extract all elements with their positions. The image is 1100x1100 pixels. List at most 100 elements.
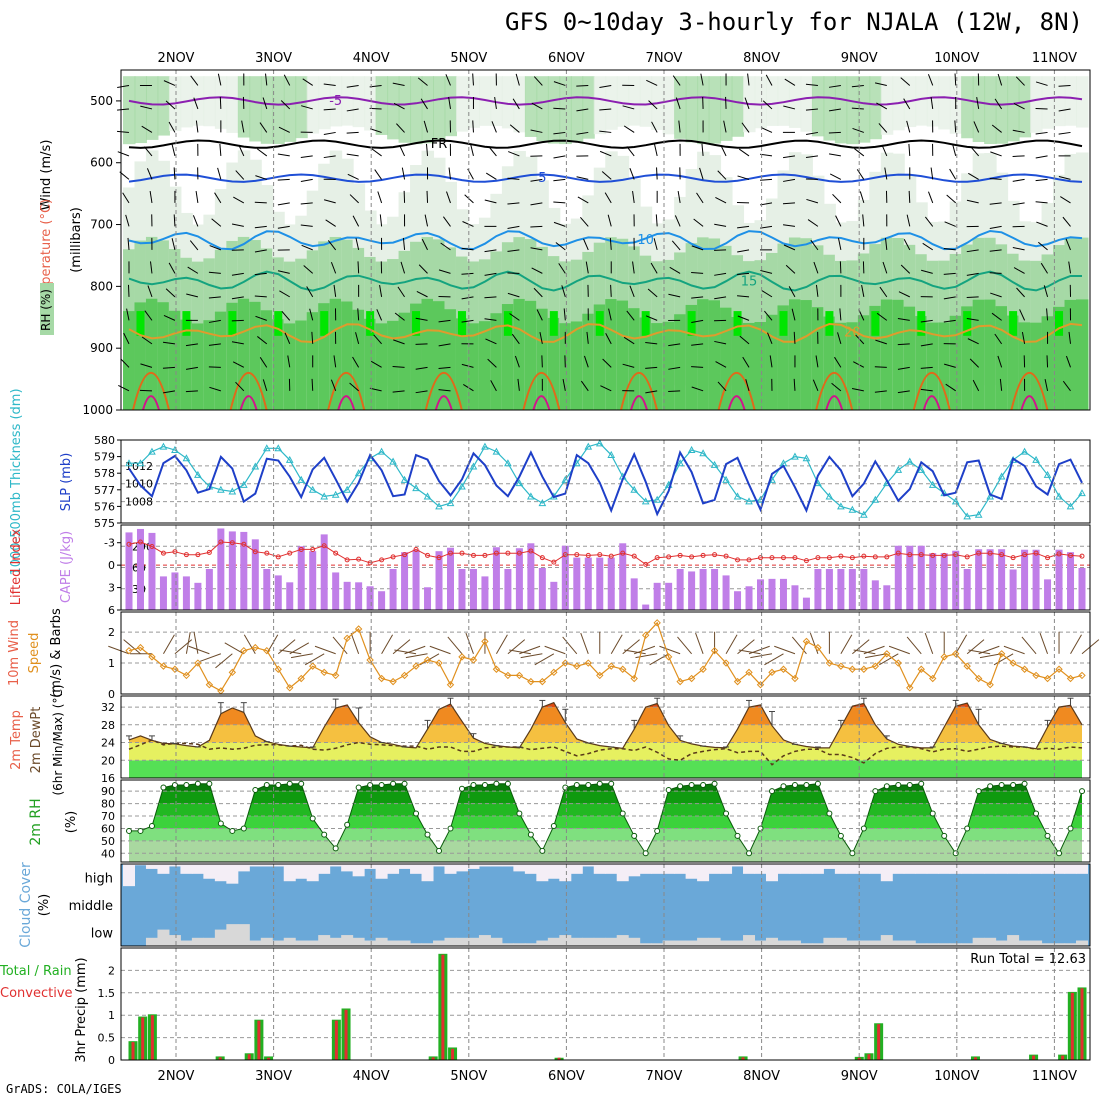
- rh-shade-upper: [697, 76, 710, 145]
- wind-barb: [208, 271, 221, 274]
- wind-barb: [1043, 285, 1049, 298]
- wind-barb: [991, 124, 1002, 133]
- warm-contour: [620, 372, 658, 411]
- wind-barb: [219, 96, 222, 109]
- high-cloud-gap: [524, 864, 537, 874]
- rh-tick-label: 60: [101, 822, 115, 835]
- hot-contour: [1020, 395, 1039, 411]
- wind-barb: [531, 102, 543, 110]
- wind-barb: [287, 355, 291, 368]
- wind-barb: [788, 286, 796, 298]
- wind-barb: [853, 361, 865, 368]
- date-label-top: 8NOV: [743, 51, 780, 66]
- cape-bar: [125, 532, 133, 610]
- wind-barb: [815, 284, 819, 297]
- wind-barb: [671, 240, 681, 251]
- cloud-axis-label-1: Cloud Cover: [18, 862, 34, 948]
- wind-barb: [626, 310, 635, 321]
- wind-barb: [484, 296, 497, 299]
- wind10-point: [148, 653, 156, 661]
- isotherm-15: [128, 270, 1082, 292]
- wind-barb: [393, 339, 405, 345]
- wind-barb: [488, 146, 497, 157]
- precip-tick-label: 2: [108, 964, 115, 977]
- wind-barb: [653, 238, 658, 251]
- wind-barb: [553, 131, 566, 135]
- wind-barb: [424, 214, 429, 227]
- li-point: [677, 552, 683, 558]
- rh-tick-label: 80: [101, 798, 115, 811]
- wind-barb: [300, 155, 313, 159]
- wind-barb: [645, 390, 658, 394]
- t2m-axis-label-2: 2m DewPt: [29, 707, 44, 774]
- panel-border: [120, 947, 1091, 1061]
- high-cloud-gap: [157, 864, 170, 874]
- wind-barb: [301, 244, 313, 251]
- wind-barb: [1058, 108, 1071, 112]
- rh-shade-dark: [260, 310, 274, 410]
- thickness-point: [653, 495, 662, 503]
- rh-shade-upper: [708, 76, 722, 144]
- cloud-level-middle: middle: [69, 899, 113, 914]
- wind10-point: [228, 668, 237, 677]
- rh-shade-dark: [731, 317, 745, 410]
- wind10-point: [527, 677, 535, 686]
- wind-barb: [783, 155, 796, 159]
- wind-barb: [878, 123, 888, 133]
- rh-shade-dark: [398, 312, 412, 410]
- wind-barb: [512, 98, 520, 110]
- wind-barb: [967, 338, 979, 345]
- wind-barb: [898, 291, 910, 298]
- li-point: [528, 548, 534, 554]
- wind10-point: [504, 671, 512, 680]
- li-point: [631, 553, 637, 559]
- thickness-point: [297, 475, 306, 483]
- wind-barb: [785, 264, 796, 274]
- wind-barb: [530, 247, 543, 251]
- precip-convective-bar: [267, 1057, 271, 1060]
- rh-shade-upper: [249, 76, 262, 142]
- pressure-tick-label: 1000: [82, 403, 113, 417]
- high-cloud-gap: [765, 864, 778, 882]
- rh-shade-bright: [274, 311, 283, 336]
- wind-barb: [1012, 247, 1025, 251]
- wind-barb: [283, 74, 291, 86]
- low-cloud-bar: [765, 937, 778, 946]
- rh-shade-dark: [1076, 299, 1089, 410]
- cape-bar: [1055, 549, 1063, 610]
- cape-bar: [492, 547, 500, 610]
- rh-shade-dark: [788, 299, 802, 410]
- wind-barb: [423, 120, 429, 133]
- cape-bar: [734, 591, 742, 610]
- date-label-top: 10NOV: [934, 51, 979, 66]
- high-cloud-gap: [708, 864, 721, 874]
- thickness-point: [194, 470, 202, 478]
- hot-contour: [922, 395, 941, 411]
- wind-barb: [1062, 380, 1071, 392]
- wind-barb: [162, 366, 175, 369]
- wind10-point: [825, 659, 834, 667]
- wind-barb: [1046, 355, 1049, 368]
- wind10-point: [286, 684, 294, 692]
- high-cloud-gap: [455, 864, 468, 872]
- rh-shade-dark: [433, 301, 446, 410]
- wind-barb: [629, 285, 635, 298]
- cape-bar: [745, 586, 753, 610]
- wind-barb: [536, 309, 543, 321]
- high-cloud-gap: [938, 864, 951, 874]
- cape-bar: [802, 597, 810, 610]
- pressure-tick-label: 600: [90, 156, 113, 170]
- cape-bar: [240, 531, 248, 610]
- li-point: [620, 550, 626, 556]
- wind-barb: [507, 202, 520, 205]
- wind-barb: [989, 249, 1002, 252]
- wind-barb: [416, 290, 428, 298]
- wind-barb: [371, 148, 382, 157]
- wind-barb: [1035, 131, 1048, 135]
- wind-barb: [1021, 331, 1026, 344]
- wind-barb: [323, 155, 336, 159]
- low-cloud-bar: [524, 943, 537, 946]
- rh-shade-upper: [559, 76, 572, 145]
- wind-barb: [632, 261, 635, 274]
- wind-barb: [277, 225, 290, 229]
